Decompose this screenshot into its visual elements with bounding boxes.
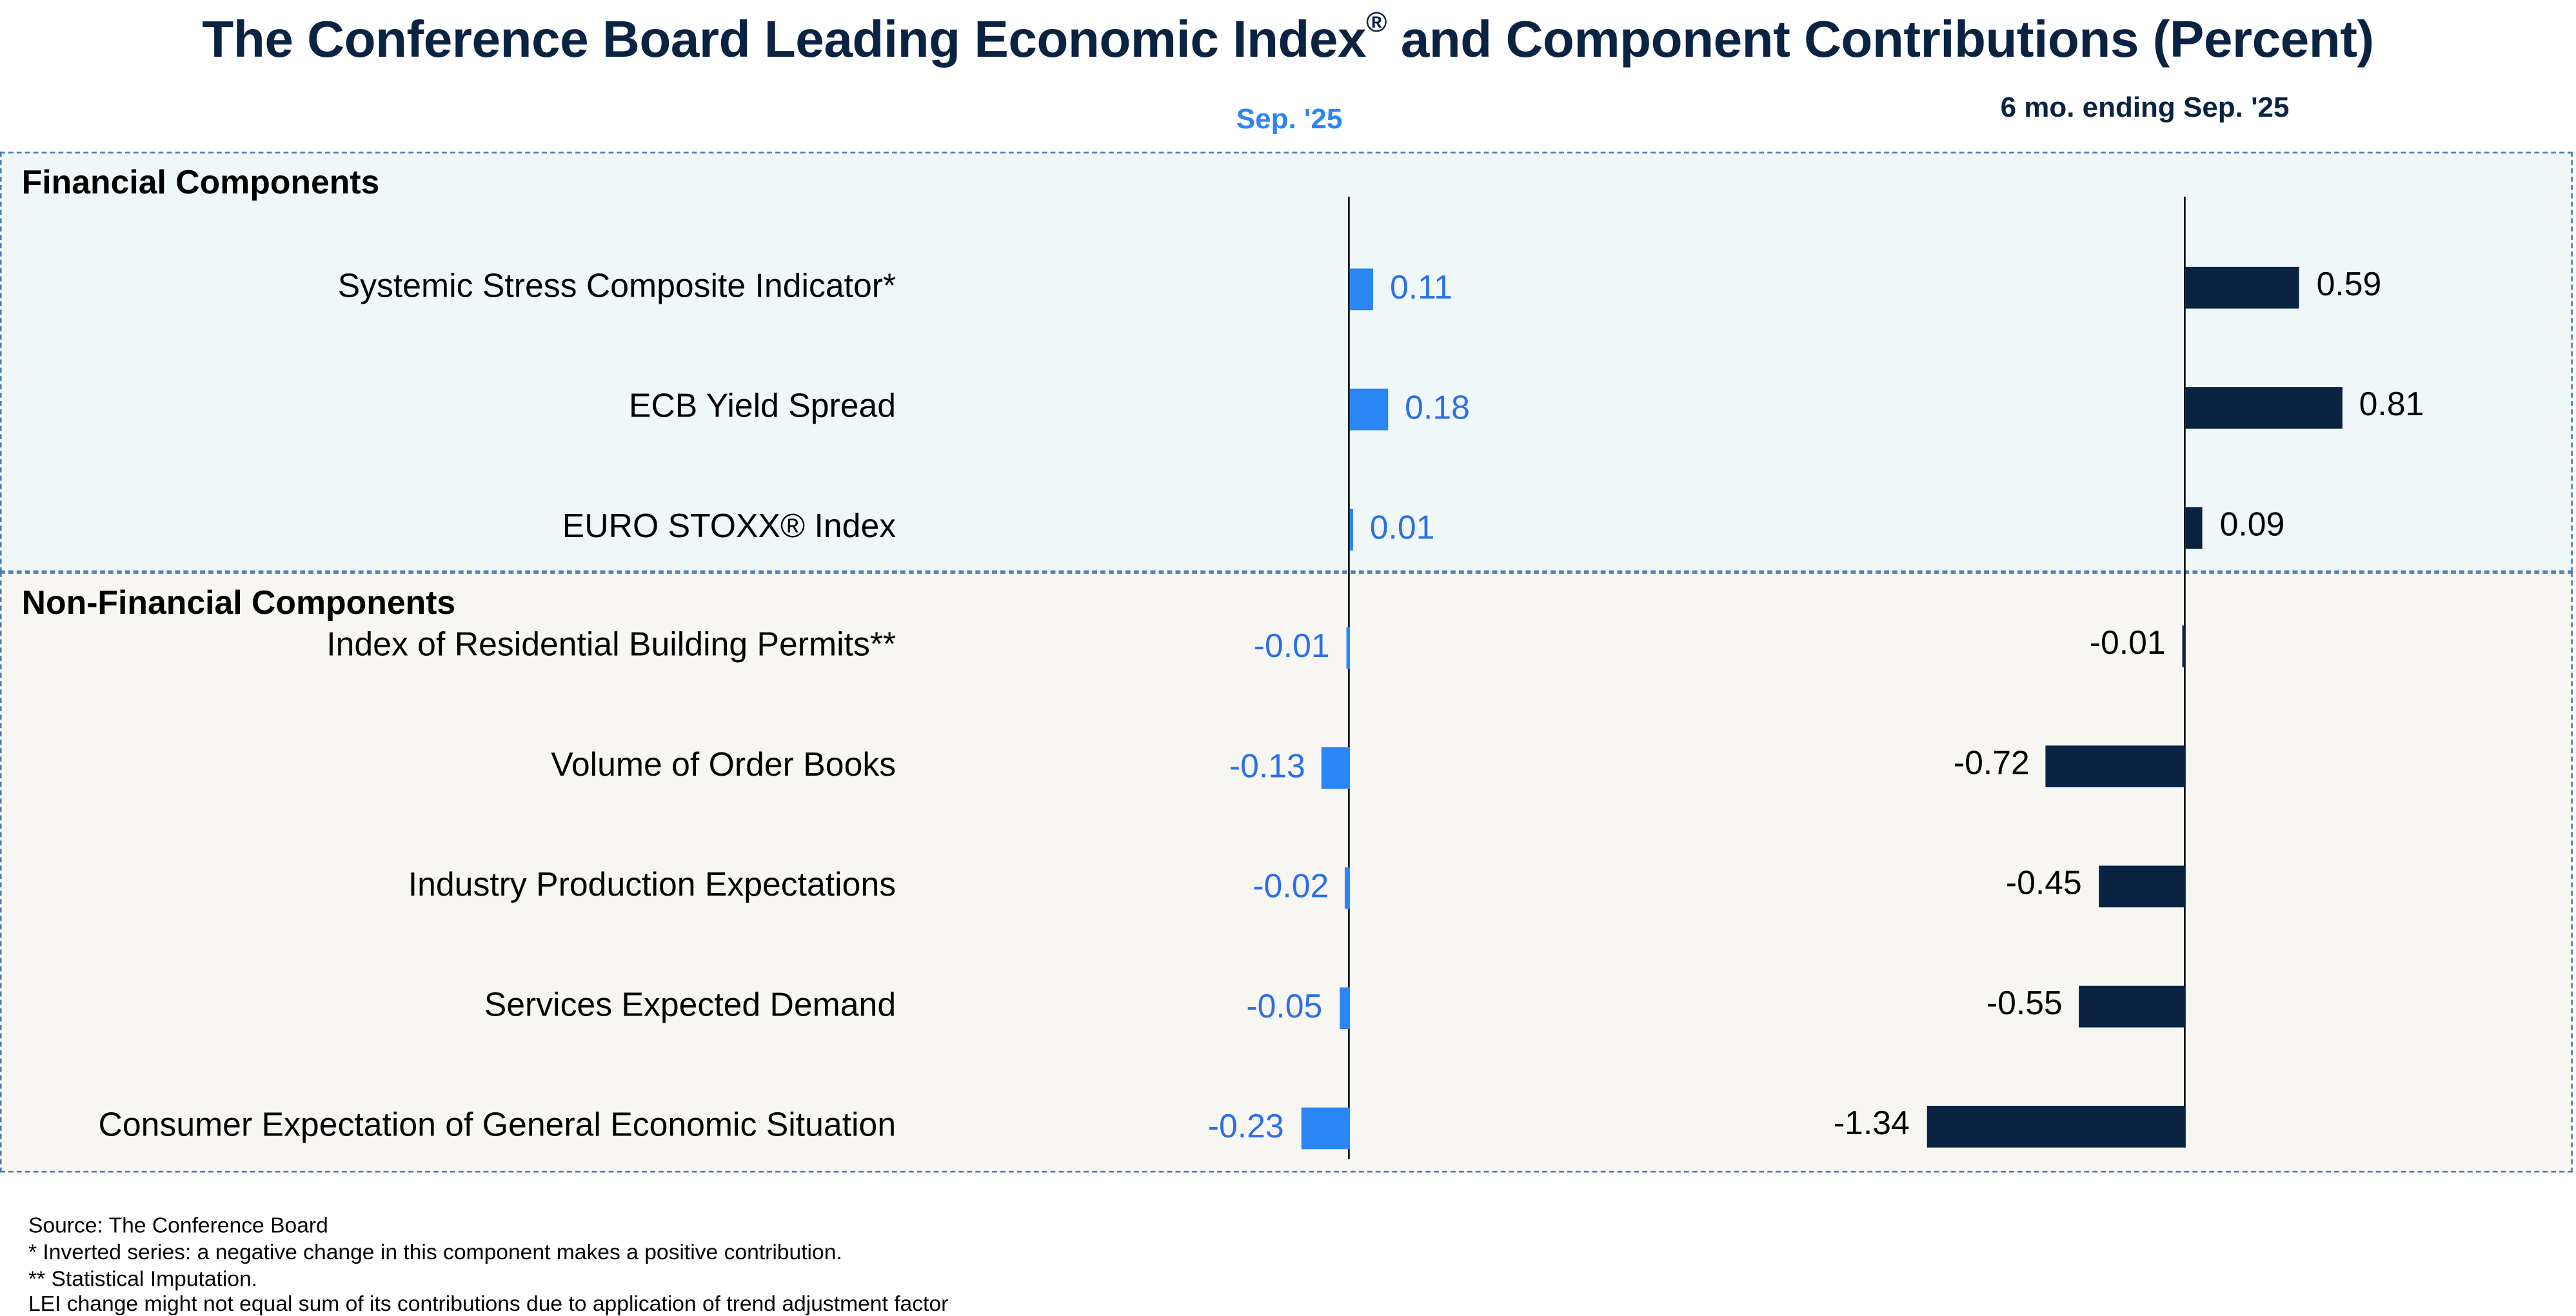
sep-axis-line (1348, 197, 1350, 1159)
row-label: Index of Residential Building Permits** (326, 627, 897, 664)
value-label-sep: 0.01 (1369, 510, 1435, 547)
value-label-sep: 0.11 (1390, 270, 1452, 307)
value-label-six-month: 0.09 (2219, 507, 2285, 544)
bar-six-month (2185, 386, 2343, 428)
non-financial-section-title: Non-Financial Components (21, 585, 456, 622)
footer-source: Source: The Conference Board (28, 1212, 328, 1238)
title-registered-mark: ® (1366, 6, 1387, 39)
chart-title: The Conference Board Leading Economic In… (0, 6, 2576, 70)
column-header-sep: Sep. '25 (1236, 103, 1343, 135)
bar-sep (1346, 626, 1350, 669)
bar-six-month (2046, 745, 2186, 787)
footer-note-imputation: ** Statistical Imputation. (28, 1266, 258, 1291)
bar-six-month (1926, 1105, 2186, 1147)
value-label-six-month: -0.55 (1986, 985, 2063, 1023)
bar-sep (1349, 507, 1353, 550)
row-label: ECB Yield Spread (628, 388, 897, 426)
value-label-sep: 0.18 (1405, 390, 1470, 427)
title-main: The Conference Board Leading Economic In… (202, 10, 1367, 69)
row-label: EURO STOXX® Index (562, 508, 897, 545)
bar-six-month (2182, 624, 2186, 667)
bar-six-month (2079, 985, 2186, 1027)
row-label: Systemic Stress Composite Indicator* (337, 268, 897, 306)
value-label-six-month: 0.81 (2359, 387, 2424, 424)
bar-sep (1300, 1106, 1350, 1149)
row-label: Services Expected Demand (484, 987, 897, 1025)
value-label-sep: -0.13 (1229, 749, 1305, 786)
value-label-six-month: -1.34 (1833, 1106, 1910, 1143)
six-month-axis-line (2184, 197, 2186, 1148)
value-label-six-month: -0.01 (2089, 625, 2166, 662)
bar-sep (1349, 388, 1389, 430)
financial-section-title: Financial Components (21, 165, 380, 202)
financial-section (0, 152, 2573, 573)
bar-sep (1322, 746, 1350, 789)
row-label: Consumer Expectation of General Economic… (98, 1107, 897, 1144)
bar-six-month (2185, 266, 2300, 308)
row-label: Industry Production Expectations (408, 867, 897, 905)
bar-sep (1339, 987, 1350, 1028)
value-label-six-month: -0.45 (2005, 865, 2082, 903)
footer-note-trend: LEI change might not equal sum of its co… (28, 1291, 949, 1316)
value-label-sep: -0.23 (1207, 1109, 1284, 1146)
value-label-six-month: 0.59 (2316, 266, 2382, 304)
bar-six-month (2185, 506, 2203, 548)
bar-six-month (2098, 865, 2186, 907)
value-label-six-month: -0.72 (1953, 745, 2030, 783)
bar-sep (1345, 866, 1350, 908)
value-label-sep: -0.02 (1253, 869, 1329, 906)
column-header-6mo: 6 mo. ending Sep. '25 (2000, 92, 2290, 124)
bar-sep (1349, 268, 1374, 309)
row-label: Volume of Order Books (551, 747, 897, 784)
value-label-sep: -0.01 (1253, 629, 1330, 666)
value-label-sep: -0.05 (1246, 988, 1323, 1026)
footer-note-inverted: * Inverted series: a negative change in … (28, 1239, 842, 1264)
title-rest: and Component Contributions (Percent) (1386, 10, 2374, 69)
